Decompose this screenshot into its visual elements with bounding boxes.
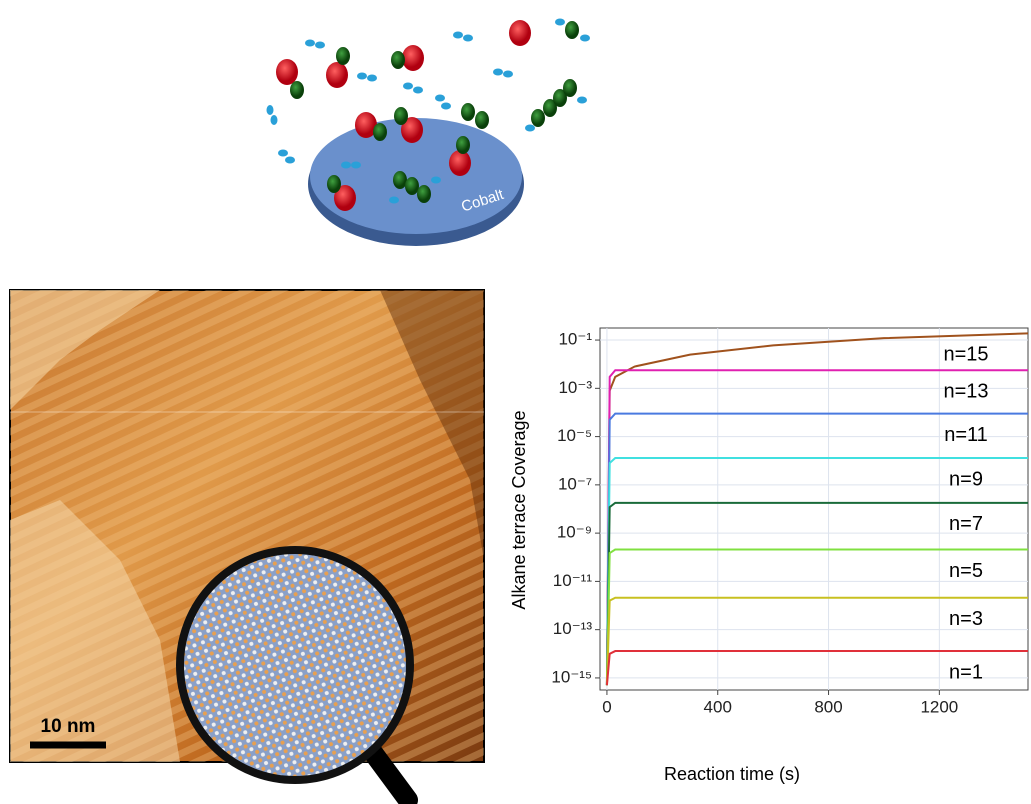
y-axis-label: Alkane terrace Coverage [509, 410, 529, 609]
stm-image: 10 nm [10, 290, 484, 800]
x-tick-label: 1200 [920, 697, 958, 716]
x-axis-label: Reaction time (s) [664, 764, 800, 784]
series-label: n=5 [949, 560, 983, 582]
series-label: n=11 [944, 424, 988, 446]
page: {"illustration": {"surface_label": "Coba… [0, 0, 1031, 804]
x-tick-label: 800 [814, 697, 842, 716]
series-label: n=7 [949, 513, 983, 535]
illustration: Cobalt [267, 19, 591, 247]
y-tick-label: 10⁻⁹ [557, 523, 592, 542]
y-tick-label: 10⁻¹¹ [553, 571, 593, 590]
y-tick-label: 10⁻¹³ [553, 619, 593, 638]
series-label: n=9 [949, 468, 983, 490]
scale-bar-label: 10 nm [41, 716, 96, 737]
magnifier-lens [180, 550, 410, 780]
series-label: n=1 [949, 661, 983, 683]
series-label: n=13 [943, 381, 988, 403]
y-tick-label: 10⁻⁵ [557, 426, 592, 445]
series-label: n=3 [949, 608, 983, 630]
series-label: n=15 [943, 344, 988, 366]
figure: Cobalt [0, 0, 1031, 804]
y-tick-label: 10⁻¹⁵ [551, 667, 592, 686]
y-tick-label: 10⁻¹ [558, 330, 592, 349]
y-tick-label: 10⁻³ [558, 378, 592, 397]
x-tick-label: 400 [704, 697, 732, 716]
chart: Reaction time (s) Alkane terrace Coverag… [509, 328, 1028, 784]
y-tick-label: 10⁻⁷ [558, 474, 592, 493]
x-tick-label: 0 [602, 697, 611, 716]
